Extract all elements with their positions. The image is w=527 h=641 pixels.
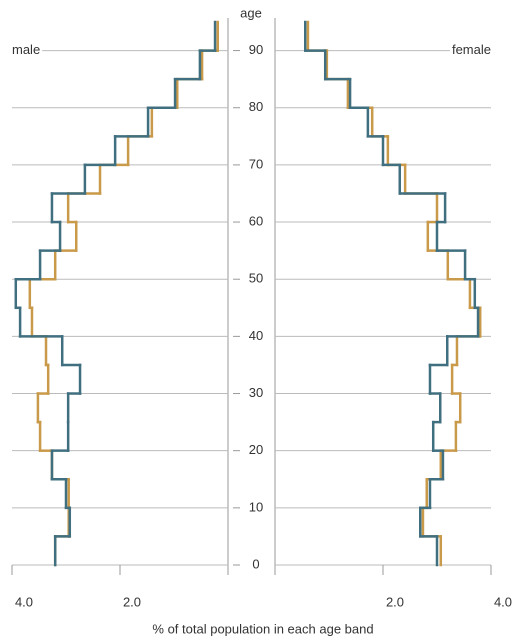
y-tick-label: 60 [249, 213, 263, 228]
y-tick-label: 90 [249, 42, 263, 57]
label-bg [449, 42, 493, 58]
y-tick-label: 10 [249, 499, 263, 514]
x-tick-label: 2.0 [386, 594, 404, 609]
y-tick-label: 80 [249, 99, 263, 114]
x-tick-label: 4.0 [15, 594, 33, 609]
panel-label: female [452, 42, 491, 57]
y-tick-label: 70 [249, 156, 263, 171]
y-tick-label: 0 [252, 556, 259, 571]
panel-label: male [12, 42, 40, 57]
x-tick-label: 4.0 [494, 594, 512, 609]
y-axis-title: age [240, 5, 262, 20]
y-tick-label: 40 [249, 328, 263, 343]
y-tick-label: 20 [249, 442, 263, 457]
y-tick-label: 30 [249, 385, 263, 400]
x-tick-label: 2.0 [123, 594, 141, 609]
x-axis-title: % of total population in each age band [152, 621, 373, 636]
label-bg [10, 42, 43, 58]
y-tick-label: 50 [249, 271, 263, 286]
